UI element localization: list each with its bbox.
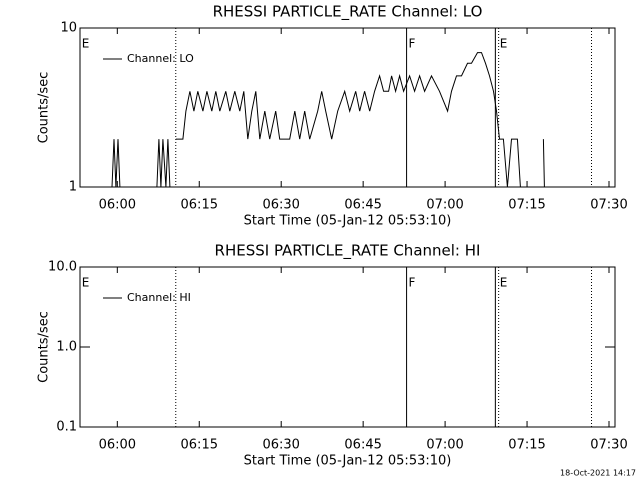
chart-title: RHESSI PARTICLE_RATE Channel: LO (213, 3, 483, 22)
x-tick-label: 07:30 (590, 198, 627, 213)
x-tick-label: 06:30 (262, 198, 299, 213)
x-tick-label: 07:30 (590, 438, 627, 453)
y-axis-label: Counts/sec (37, 72, 52, 144)
annotation: E (82, 37, 90, 51)
x-tick-label: 06:00 (99, 198, 136, 213)
x-tick-label: 07:15 (508, 198, 545, 213)
x-tick-label: 06:45 (344, 198, 381, 213)
annotation: F (408, 37, 415, 51)
x-tick-label: 06:00 (99, 438, 136, 453)
x-axis-label: Start Time (05-Jan-12 05:53:10) (244, 454, 452, 469)
legend-label: Channel: HI (127, 291, 191, 304)
x-tick-label: 06:15 (181, 438, 218, 453)
chart-title: RHESSI PARTICLE_RATE Channel: HI (215, 242, 481, 261)
plot-frame (79, 27, 616, 188)
y-tick-label: 1.0 (56, 340, 77, 355)
x-tick-label: 07:15 (508, 438, 545, 453)
annotation: E (500, 276, 508, 290)
y-tick-label: 1 (69, 180, 77, 195)
y-tick-label: 0.1 (56, 420, 77, 435)
annotation: E (500, 37, 508, 51)
x-tick-label: 07:00 (426, 198, 463, 213)
annotation: F (408, 276, 415, 290)
y-axis-label: Counts/sec (37, 311, 52, 383)
x-tick-label: 07:00 (426, 438, 463, 453)
y-tick-label: 10.0 (48, 260, 77, 275)
footer: 18-Oct-2021 14:17 (560, 469, 636, 478)
x-tick-label: 06:30 (262, 438, 299, 453)
data-line (111, 52, 545, 188)
x-axis-label: Start Time (05-Jan-12 05:53:10) (244, 214, 452, 229)
legend-label: Channel: LO (127, 52, 194, 65)
x-tick-label: 06:45 (344, 438, 381, 453)
annotation: E (82, 276, 90, 290)
x-tick-label: 06:15 (181, 198, 218, 213)
y-tick-label: 10 (60, 21, 77, 36)
